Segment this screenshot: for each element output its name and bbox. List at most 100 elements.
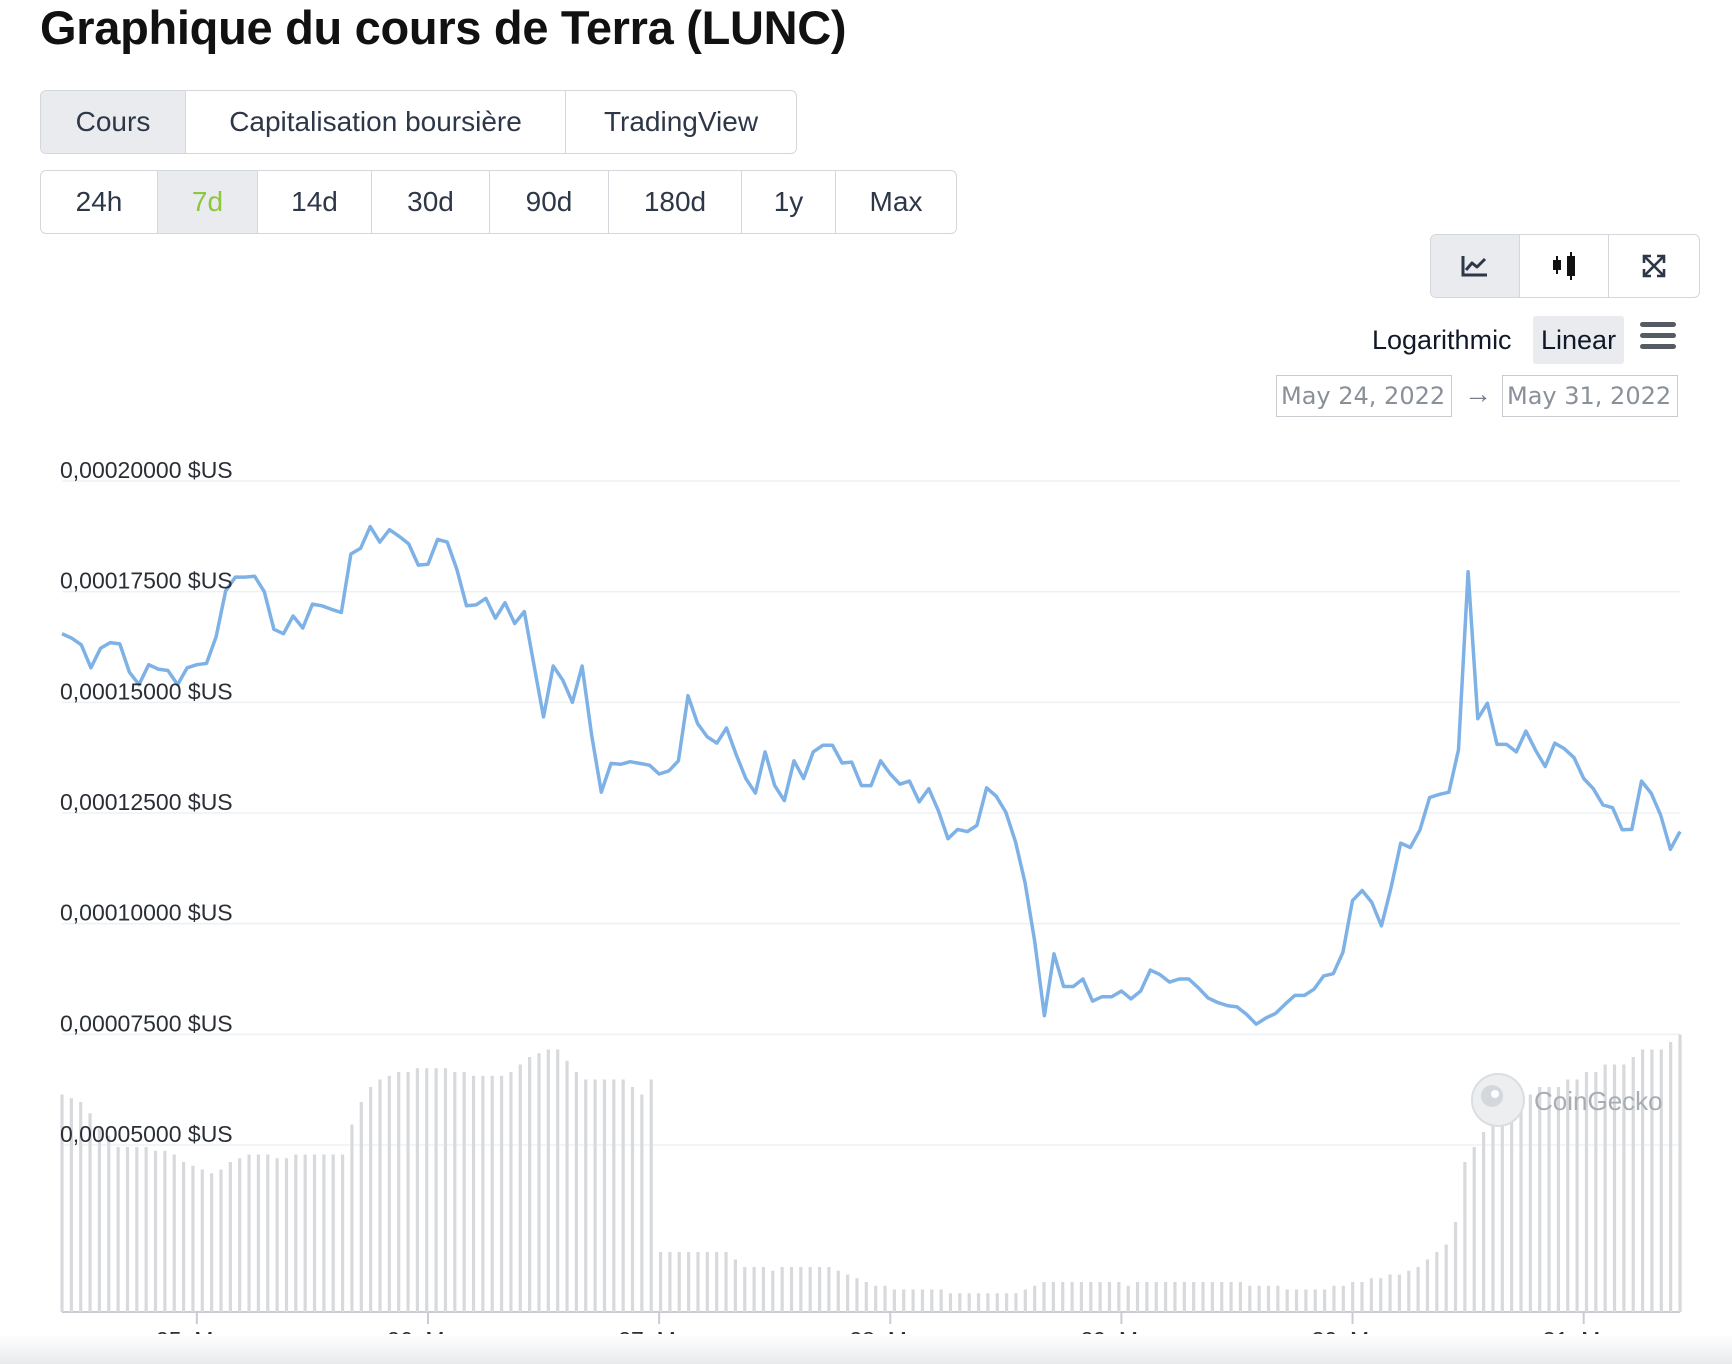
volume-bar xyxy=(902,1289,906,1312)
volume-bar xyxy=(125,1147,130,1312)
volume-bar xyxy=(1238,1282,1243,1312)
range-90d[interactable]: 90d xyxy=(490,171,609,233)
volume-bar xyxy=(874,1285,878,1312)
line-chart-button[interactable] xyxy=(1431,235,1520,297)
scale-logarithmic[interactable]: Logarithmic xyxy=(1372,324,1512,355)
volume-bar xyxy=(107,1135,111,1312)
volume-bar xyxy=(69,1098,73,1312)
volume-bar xyxy=(1107,1282,1112,1312)
volume-bar xyxy=(1669,1042,1673,1312)
volume-bar xyxy=(1079,1282,1084,1312)
volume-bar xyxy=(1033,1285,1037,1312)
volume-bar xyxy=(1622,1064,1626,1312)
volume-bar xyxy=(1538,1087,1542,1312)
volume-bar xyxy=(397,1072,401,1312)
volume-bar xyxy=(939,1289,943,1312)
range-1y[interactable]: 1y xyxy=(742,171,836,233)
volume-bar xyxy=(958,1293,962,1312)
volume-bar xyxy=(471,1075,476,1312)
volume-bar xyxy=(780,1267,784,1312)
price-series-line xyxy=(61,524,1682,1026)
volume-bar xyxy=(1173,1282,1177,1312)
volume-bar xyxy=(911,1289,915,1312)
candlestick-button[interactable] xyxy=(1520,235,1609,297)
volume-bar xyxy=(462,1072,466,1312)
volume-bar xyxy=(219,1169,223,1312)
date-to-input[interactable]: May 31, 2022 xyxy=(1502,375,1678,417)
volume-bar xyxy=(518,1064,522,1312)
volume-bar xyxy=(369,1087,373,1312)
volume-bar xyxy=(331,1154,335,1312)
volume-bar xyxy=(1472,1147,1476,1312)
volume-bar xyxy=(696,1252,700,1312)
volume-bar xyxy=(275,1158,279,1312)
range-24h[interactable]: 24h xyxy=(41,171,158,233)
volume-bar xyxy=(322,1154,326,1312)
volume-bar xyxy=(668,1252,672,1312)
volume-bar xyxy=(1005,1293,1009,1312)
volume-bar xyxy=(528,1057,532,1312)
volume-bar xyxy=(1603,1064,1607,1312)
volume-bar xyxy=(705,1252,709,1312)
tab-tradingview[interactable]: TradingView xyxy=(603,106,759,137)
volume-bar xyxy=(1351,1282,1355,1312)
volume-bar xyxy=(266,1154,270,1312)
volume-bar xyxy=(621,1079,625,1312)
fullscreen-button[interactable] xyxy=(1609,235,1698,297)
volume-bar xyxy=(88,1113,92,1312)
volume-bar xyxy=(490,1075,494,1312)
volume-bar xyxy=(1481,1132,1486,1312)
volume-bar xyxy=(1220,1282,1224,1312)
volume-bar xyxy=(1519,1102,1523,1312)
volume-bar xyxy=(97,1128,102,1312)
volume-bar xyxy=(724,1252,728,1312)
volume-bar xyxy=(499,1075,504,1312)
volume-bar xyxy=(612,1079,616,1312)
volume-bar xyxy=(1584,1072,1589,1312)
y-tick-label: 0,00010000 $US xyxy=(60,900,233,926)
volume-bar xyxy=(1678,1034,1682,1312)
menu-icon[interactable] xyxy=(1640,322,1676,352)
volume-bar xyxy=(116,1147,120,1312)
volume-bar xyxy=(79,1102,83,1312)
volume-bar xyxy=(565,1060,569,1312)
volume-bar xyxy=(808,1267,812,1312)
volume-bar xyxy=(1640,1049,1645,1312)
volume-bar xyxy=(434,1068,438,1312)
tab-cours[interactable]: Cours xyxy=(41,91,186,153)
volume-bar xyxy=(1304,1289,1308,1312)
volume-bar xyxy=(1061,1282,1065,1312)
range-14d[interactable]: 14d xyxy=(258,171,372,233)
range-30d[interactable]: 30d xyxy=(372,171,490,233)
range-180d[interactable]: 180d xyxy=(609,171,742,233)
range-7d[interactable]: 7d xyxy=(158,171,258,233)
scale-linear[interactable]: Linear xyxy=(1533,316,1625,364)
date-from-input[interactable]: May 24, 2022 xyxy=(1276,375,1452,417)
volume-bar xyxy=(1182,1282,1186,1312)
volume-bar xyxy=(1388,1274,1392,1312)
volume-bar xyxy=(574,1072,578,1312)
volume-bar xyxy=(415,1068,419,1312)
volume-bar xyxy=(687,1252,691,1312)
y-tick-label: 0,00015000 $US xyxy=(60,678,233,704)
volume-bar xyxy=(1397,1274,1402,1312)
volume-bar xyxy=(546,1049,550,1312)
volume-bar xyxy=(1500,1117,1504,1312)
volume-bar xyxy=(1248,1285,1252,1312)
volume-bar xyxy=(864,1282,868,1312)
volume-bar xyxy=(228,1162,232,1312)
tab-capitalisation[interactable]: Capitalisation boursière xyxy=(186,91,566,153)
volume-bar xyxy=(1369,1278,1373,1312)
y-tick-label: 0,00007500 $US xyxy=(60,1010,233,1036)
volume-bar xyxy=(1575,1079,1579,1312)
volume-bar xyxy=(1453,1222,1458,1312)
volume-bar xyxy=(1407,1270,1411,1312)
volume-bar xyxy=(986,1293,990,1312)
range-max[interactable]: Max xyxy=(869,186,923,217)
volume-bar xyxy=(481,1075,485,1312)
line-chart-icon xyxy=(1461,256,1487,277)
volume-bar xyxy=(1210,1282,1214,1312)
volume-bar xyxy=(1257,1285,1261,1312)
volume-bar xyxy=(1341,1285,1345,1312)
